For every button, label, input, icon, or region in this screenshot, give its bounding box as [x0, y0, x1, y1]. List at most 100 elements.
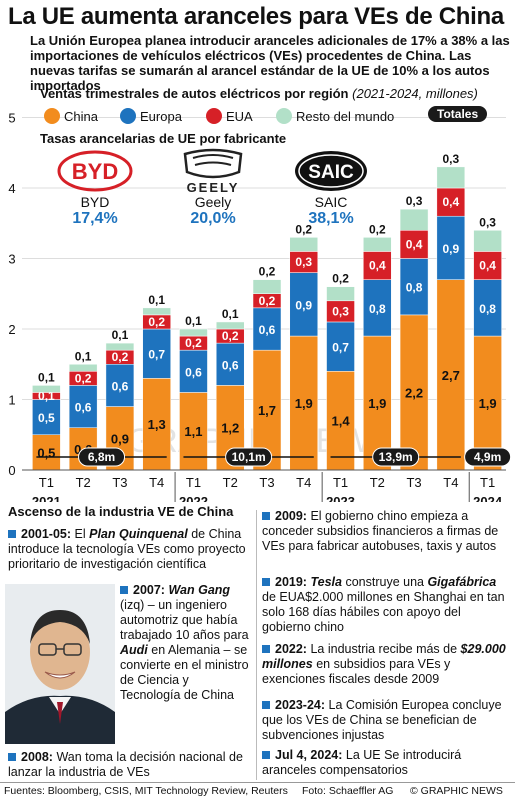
- data-label: 2,2: [405, 385, 423, 400]
- x-tick-label: T3: [406, 475, 421, 490]
- y-tick-label: 0: [8, 463, 15, 478]
- sources: Fuentes: Bloomberg, CSIS, MIT Technology…: [4, 785, 288, 797]
- timeline-date: 2001-05:: [21, 527, 72, 541]
- bar-segment-europa: [105, 364, 135, 407]
- saic-logo-icon: SAIC: [295, 151, 367, 191]
- timeline-title: Ascenso de la industria VE de China: [8, 504, 234, 519]
- bar-segment-europa: [179, 349, 208, 393]
- x-tick-label: T2: [370, 475, 385, 490]
- byd-logo-text: BYD: [72, 159, 118, 184]
- data-label: 0,3: [443, 152, 460, 166]
- maker-rate: 38,1%: [308, 210, 354, 227]
- data-label: 1,1: [184, 424, 202, 439]
- totals-label: 10,1m: [232, 450, 266, 464]
- stacked-bar-chart: GRAPHIC NEWS0123450,50,50,10,10,60,60,20…: [8, 111, 512, 502]
- bar-segment-eua: [473, 251, 502, 280]
- bar-segment-resto-del-mundo: [252, 279, 282, 294]
- bar-segment-europa: [68, 385, 98, 428]
- tariff-title: Tasas arancelarias de UE por fabricante: [40, 131, 287, 146]
- bar-segment-resto-del-mundo: [326, 286, 355, 302]
- x-tick-label: T1: [480, 475, 495, 490]
- bullet-icon: [262, 512, 270, 520]
- bar-segment-europa: [399, 258, 429, 316]
- data-label: 0,2: [259, 294, 276, 308]
- timeline-text: El gobierno chino empieza a conceder sub…: [262, 509, 499, 553]
- data-label: 0,4: [369, 259, 386, 273]
- totals-label: 6,8m: [88, 450, 115, 464]
- data-label: 1,4: [331, 414, 350, 429]
- legend-totals-badge: Totales: [428, 106, 488, 122]
- x-tick-label: T4: [149, 475, 164, 490]
- legend-item-europa: Europa: [120, 107, 182, 125]
- bar-segment-europa: [363, 279, 392, 337]
- bar-segment-eua: [399, 230, 429, 259]
- totals-label: 13,9m: [379, 450, 413, 464]
- bullet-icon: [120, 586, 128, 594]
- legend-label: China: [64, 108, 98, 124]
- legend-swatch-europa: [120, 108, 136, 124]
- timeline-item: 2019: Tesla construye una Gigafábrica de…: [262, 575, 510, 635]
- timeline-item: 2001-05: El Plan Quinquenal de China int…: [8, 527, 252, 572]
- legend-title: Ventas trimestrales de autos eléctricos …: [40, 86, 478, 101]
- data-label: 2,7: [442, 368, 460, 383]
- y-tick-label: 5: [8, 111, 15, 126]
- data-label: 0,9: [295, 298, 312, 312]
- legend-label: Resto del mundo: [296, 108, 395, 124]
- x-tick-label: T1: [39, 475, 54, 490]
- maker-name: SAIC: [314, 194, 348, 210]
- maker-name: BYD: [80, 194, 110, 210]
- timeline-text: La UE Se introducirá aranceles compensat…: [262, 748, 462, 777]
- geely-logo-icon: GEELY: [183, 148, 243, 194]
- subheadline: La Unión Europea planea introducir aranc…: [30, 33, 510, 93]
- timeline-emphasis: Gigafábrica: [427, 575, 497, 589]
- data-label: 0,8: [369, 302, 386, 316]
- data-label: 0,8: [479, 302, 496, 316]
- timeline-text: (izq) – un ingeniero automotriz que habí…: [120, 598, 249, 642]
- data-label: 0,5: [37, 445, 55, 460]
- x-tick-label: T1: [333, 475, 348, 490]
- data-label: 0,6: [222, 358, 239, 372]
- totals-label: 4,9m: [474, 450, 501, 464]
- bullet-icon: [262, 701, 270, 709]
- timeline-text: Wan toma la decisión nacional de lanzar …: [8, 750, 243, 779]
- data-label: 0,2: [295, 222, 312, 236]
- totals-badge: [464, 447, 512, 467]
- data-label: 0,4: [479, 259, 496, 273]
- data-label: 0,2: [259, 265, 276, 279]
- timeline-date: 2008:: [21, 750, 53, 764]
- timeline-date: 2023-24:: [275, 698, 326, 712]
- timeline-emphasis: $29.000 millones: [262, 642, 506, 671]
- bar-segment-europa: [32, 399, 61, 435]
- headline: La UE aumenta aranceles para VEs de Chin…: [8, 3, 504, 30]
- bar-segment-europa: [142, 328, 171, 379]
- footer-divider: [0, 782, 515, 783]
- bullet-icon: [262, 645, 270, 653]
- x-tick-label: T4: [296, 475, 311, 490]
- y-tick-label: 4: [8, 181, 15, 196]
- byd-logo-icon: BYD: [57, 150, 133, 192]
- bar-segment-resto-del-mundo: [142, 307, 171, 316]
- legend-item-resto: Resto del mundo: [276, 107, 394, 125]
- bar-segment-europa: [215, 342, 245, 386]
- x-tick-label: T3: [259, 475, 274, 490]
- bar-segment-europa: [436, 215, 466, 280]
- timeline-item: 2009: El gobierno chino empieza a conced…: [262, 509, 510, 554]
- bar-segment-europa: [326, 321, 355, 372]
- legend-label: Europa: [140, 108, 182, 124]
- year-label: 2024: [473, 494, 503, 502]
- data-label: 0,3: [479, 215, 496, 229]
- bar-segment-europa: [473, 279, 502, 337]
- data-label: 0,1: [148, 293, 165, 307]
- column-divider: [256, 510, 257, 780]
- bar-segment-resto-del-mundo: [289, 237, 319, 252]
- bullet-icon: [8, 530, 16, 538]
- data-label: 0,7: [332, 341, 349, 355]
- data-label: 1,2: [221, 421, 239, 436]
- timeline-date: 2007:: [133, 583, 165, 597]
- maker-geely: GEELY Geely 20,0%: [158, 148, 268, 228]
- totals-badge: [225, 447, 273, 467]
- timeline-date: 2019:: [275, 575, 307, 589]
- legend-title-text: Ventas trimestrales de autos eléctricos …: [40, 86, 349, 101]
- data-label: 0,1: [222, 307, 239, 321]
- bar-segment-eua: [436, 187, 466, 217]
